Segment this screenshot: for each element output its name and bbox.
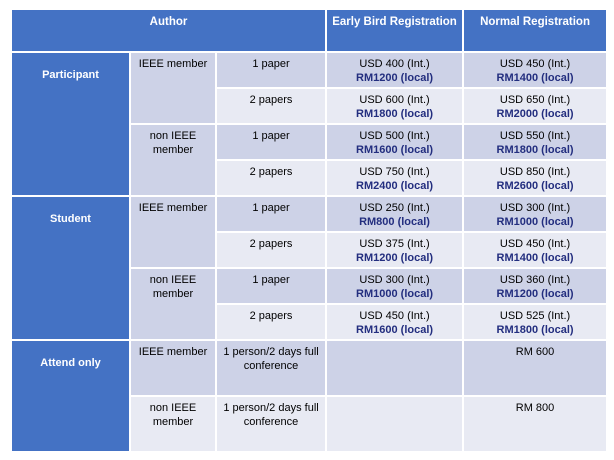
early-bird-price-cell [325, 395, 465, 453]
usd-price: USD 525 (Int.) [499, 310, 571, 322]
membership-cell: non IEEE member [129, 267, 217, 341]
papers-cell: 1 paper [214, 267, 328, 305]
normal-price-cell: USD 360 (Int.) RM1200 (local) [462, 267, 609, 305]
early-bird-price-cell: USD 500 (Int.) RM1600 (local) [325, 123, 465, 161]
normal-price-cell: USD 300 (Int.) RM1000 (local) [462, 195, 609, 233]
normal-price-cell: USD 450 (Int.) RM1400 (local) [462, 231, 609, 269]
usd-price: USD 850 (Int.) [499, 166, 571, 178]
rm-price: RM1200 (local) [356, 72, 434, 84]
usd-price: USD 300 (Int.) [499, 202, 571, 214]
table-row: 2 papers USD 750 (Int.) RM2400 (local) U… [11, 159, 609, 197]
usd-price: USD 450 (Int.) [499, 238, 571, 250]
table-row: non IEEE member 1 person/2 days full con… [11, 395, 609, 453]
papers-cell: 1 paper [214, 51, 328, 89]
usd-price: USD 550 (Int.) [499, 130, 571, 142]
early-bird-header: Early Bird Registration [325, 8, 465, 53]
papers-cell: 1 person/2 days full conference [214, 395, 328, 453]
early-bird-price-cell [325, 339, 465, 397]
usd-price: USD 450 (Int.) [499, 58, 571, 70]
usd-price: USD 600 (Int.) [359, 94, 430, 106]
usd-price: USD 450 (Int.) [359, 310, 430, 322]
author-header: Author [9, 8, 328, 53]
rm-price: RM1000 (local) [356, 288, 434, 300]
rm-price: RM1200 (local) [496, 288, 574, 300]
papers-cell: 2 papers [214, 87, 328, 125]
rm-price: RM2000 (local) [496, 108, 574, 120]
table-row: 2 papers USD 600 (Int.) RM1800 (local) U… [11, 87, 609, 125]
rm-price: RM1600 (local) [356, 324, 434, 336]
table-row: 2 papers USD 450 (Int.) RM1600 (local) U… [11, 303, 609, 341]
rm-price: RM1800 (local) [356, 108, 434, 120]
usd-price: USD 250 (Int.) [359, 202, 430, 214]
normal-price-cell: USD 525 (Int.) RM1800 (local) [462, 303, 609, 341]
early-bird-price-cell: USD 300 (Int.) RM1000 (local) [325, 267, 465, 305]
normal-price-cell: USD 650 (Int.) RM2000 (local) [462, 87, 609, 125]
table-row: non IEEE member 1 paper USD 500 (Int.) R… [11, 123, 609, 197]
rm-price: RM1400 (local) [496, 72, 574, 84]
category-cell-attend-only: Attend only [10, 339, 131, 453]
table-row: Student IEEE member 1 paper USD 250 (Int… [10, 195, 609, 341]
normal-price-cell: RM 600 [462, 339, 609, 397]
registration-fee-table: Author Early Bird Registration Normal Re… [9, 8, 609, 453]
registration-fee-table-wrap: Author Early Bird Registration Normal Re… [9, 8, 609, 453]
category-cell-participant: Participant [10, 51, 131, 197]
rm-price: RM1000 (local) [496, 216, 574, 228]
usd-price: USD 500 (Int.) [359, 130, 430, 142]
table-row: Attend only IEEE member 1 person/2 days … [10, 339, 609, 453]
rm-price: RM1400 (local) [496, 252, 574, 264]
early-bird-price-cell: USD 375 (Int.) RM1200 (local) [325, 231, 465, 269]
rm-price: RM1600 (local) [356, 144, 434, 156]
usd-price: USD 300 (Int.) [359, 274, 430, 286]
normal-registration-header: Normal Registration [462, 8, 609, 53]
membership-cell: non IEEE member [129, 123, 217, 197]
papers-cell: 1 paper [214, 195, 328, 233]
normal-price-cell: USD 550 (Int.) RM1800 (local) [462, 123, 609, 161]
category-cell-student: Student [10, 195, 131, 341]
table-row: non IEEE member 1 paper USD 300 (Int.) R… [11, 267, 609, 341]
papers-cell: 1 person/2 days full conference [214, 339, 328, 397]
table-row: 2 papers USD 375 (Int.) RM1200 (local) U… [11, 231, 609, 269]
rm-price: RM1800 (local) [496, 144, 574, 156]
usd-price: USD 750 (Int.) [359, 166, 430, 178]
early-bird-price-cell: USD 600 (Int.) RM1800 (local) [325, 87, 465, 125]
rm-price: RM800 (local) [359, 216, 430, 228]
header-row: Author Early Bird Registration Normal Re… [9, 8, 609, 53]
membership-cell: non IEEE member [129, 395, 217, 453]
rm-price: RM2400 (local) [356, 180, 434, 192]
early-bird-price-cell: USD 250 (Int.) RM800 (local) [325, 195, 465, 233]
normal-price-cell: USD 450 (Int.) RM1400 (local) [462, 51, 609, 89]
early-bird-price-cell: USD 400 (Int.) RM1200 (local) [325, 51, 465, 89]
usd-price: USD 360 (Int.) [499, 274, 571, 286]
normal-price-cell: RM 800 [462, 395, 609, 453]
usd-price: USD 400 (Int.) [359, 58, 430, 70]
membership-cell: IEEE member [129, 195, 217, 269]
usd-price: USD 650 (Int.) [499, 94, 571, 106]
usd-price: USD 375 (Int.) [359, 238, 430, 250]
membership-cell: IEEE member [129, 339, 217, 397]
papers-cell: 2 papers [214, 303, 328, 341]
membership-cell: IEEE member [129, 51, 217, 125]
early-bird-price-cell: USD 750 (Int.) RM2400 (local) [325, 159, 465, 197]
normal-price-cell: USD 850 (Int.) RM2600 (local) [462, 159, 609, 197]
early-bird-price-cell: USD 450 (Int.) RM1600 (local) [325, 303, 465, 341]
rm-price: RM2600 (local) [496, 180, 574, 192]
table-row: Participant IEEE member 1 paper USD 400 … [10, 51, 609, 197]
papers-cell: 1 paper [214, 123, 328, 161]
papers-cell: 2 papers [214, 159, 328, 197]
rm-price: RM1200 (local) [356, 252, 434, 264]
papers-cell: 2 papers [214, 231, 328, 269]
rm-price: RM1800 (local) [496, 324, 574, 336]
